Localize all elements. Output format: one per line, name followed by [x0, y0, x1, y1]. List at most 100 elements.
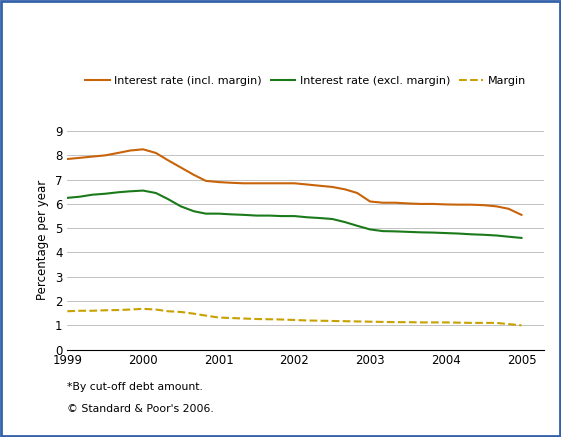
Line: Interest rate (excl. margin): Interest rate (excl. margin) [67, 191, 522, 238]
Legend: Interest rate (incl. margin), Interest rate (excl. margin), Margin: Interest rate (incl. margin), Interest r… [81, 71, 531, 90]
Interest rate (excl. margin) [153, 191, 159, 196]
Interest rate (incl. margin) [505, 206, 512, 212]
Interest rate (incl. margin) [417, 201, 424, 207]
Margin [304, 318, 311, 323]
Interest rate (excl. margin) [140, 188, 146, 193]
Text: © Standard & Poor's 2006.: © Standard & Poor's 2006. [67, 404, 214, 414]
Margin [102, 308, 108, 313]
Interest rate (incl. margin) [153, 150, 159, 156]
Interest rate (excl. margin) [456, 231, 462, 236]
Interest rate (incl. margin) [443, 202, 449, 207]
Margin [140, 306, 146, 312]
Interest rate (incl. margin) [404, 201, 411, 206]
Interest rate (excl. margin) [380, 229, 387, 234]
Interest rate (incl. margin) [278, 180, 285, 186]
Interest rate (incl. margin) [329, 184, 335, 190]
Interest rate (incl. margin) [203, 178, 209, 184]
Margin [342, 319, 348, 324]
Interest rate (excl. margin) [228, 212, 235, 217]
Interest rate (incl. margin) [380, 200, 387, 205]
Interest rate (incl. margin) [114, 150, 121, 156]
Interest rate (excl. margin) [304, 215, 311, 220]
Interest rate (incl. margin) [140, 147, 146, 152]
Margin [316, 318, 323, 323]
Interest rate (incl. margin) [64, 156, 71, 162]
Margin [278, 317, 285, 322]
Interest rate (excl. margin) [316, 215, 323, 221]
Margin [77, 308, 84, 313]
Margin [505, 322, 512, 327]
Interest rate (excl. margin) [342, 219, 348, 225]
Interest rate (excl. margin) [102, 191, 108, 196]
Interest rate (excl. margin) [430, 230, 436, 235]
Interest rate (excl. margin) [190, 208, 197, 214]
Interest rate (excl. margin) [177, 204, 184, 209]
Interest rate (incl. margin) [190, 172, 197, 177]
Interest rate (incl. margin) [240, 180, 247, 186]
Margin [329, 318, 335, 323]
Margin [417, 320, 424, 325]
Interest rate (incl. margin) [304, 182, 311, 187]
Interest rate (incl. margin) [456, 202, 462, 207]
Interest rate (incl. margin) [430, 201, 436, 207]
Interest rate (incl. margin) [102, 153, 108, 158]
Interest rate (excl. margin) [443, 230, 449, 236]
Margin [404, 319, 411, 325]
Text: Margin*: Margin* [8, 49, 66, 62]
Interest rate (excl. margin) [505, 234, 512, 239]
Interest rate (excl. margin) [64, 195, 71, 201]
Interest rate (incl. margin) [89, 154, 96, 159]
Margin [177, 309, 184, 315]
Interest rate (excl. margin) [215, 211, 222, 216]
Text: *By cut-off debt amount.: *By cut-off debt amount. [67, 382, 203, 392]
Interest rate (excl. margin) [278, 213, 285, 218]
Interest rate (excl. margin) [203, 211, 209, 216]
Margin [380, 319, 387, 325]
Margin [228, 316, 235, 321]
Interest rate (excl. margin) [77, 194, 84, 199]
Interest rate (excl. margin) [467, 232, 474, 237]
Margin [203, 313, 209, 318]
Y-axis label: Percentage per year: Percentage per year [36, 180, 49, 301]
Margin [153, 307, 159, 312]
Interest rate (excl. margin) [392, 229, 398, 234]
Interest rate (incl. margin) [392, 200, 398, 205]
Margin [89, 308, 96, 313]
Interest rate (excl. margin) [240, 212, 247, 218]
Interest rate (excl. margin) [291, 213, 298, 218]
Margin [443, 320, 449, 325]
Margin [253, 316, 260, 322]
Interest rate (incl. margin) [342, 187, 348, 192]
Interest rate (excl. margin) [480, 232, 487, 237]
Margin [266, 317, 273, 322]
Margin [190, 311, 197, 316]
Interest rate (incl. margin) [354, 191, 361, 196]
Margin [392, 319, 398, 325]
Margin [480, 320, 487, 326]
Interest rate (excl. margin) [164, 197, 171, 202]
Margin [467, 320, 474, 326]
Interest rate (incl. margin) [493, 204, 500, 209]
Margin [456, 320, 462, 325]
Interest rate (excl. margin) [329, 216, 335, 222]
Interest rate (incl. margin) [228, 180, 235, 185]
Interest rate (excl. margin) [493, 233, 500, 238]
Interest rate (excl. margin) [253, 213, 260, 218]
Interest rate (excl. margin) [354, 223, 361, 229]
Line: Interest rate (incl. margin): Interest rate (incl. margin) [67, 149, 522, 215]
Interest rate (incl. margin) [127, 148, 134, 153]
Interest rate (incl. margin) [253, 180, 260, 186]
Interest rate (incl. margin) [518, 212, 525, 218]
Interest rate (excl. margin) [266, 213, 273, 218]
Interest rate (excl. margin) [417, 230, 424, 235]
Margin [291, 317, 298, 323]
Interest rate (excl. margin) [127, 189, 134, 194]
Margin [430, 320, 436, 325]
Interest rate (incl. margin) [77, 155, 84, 160]
Margin [367, 319, 374, 324]
Interest rate (incl. margin) [467, 202, 474, 207]
Line: Margin: Margin [67, 309, 522, 325]
Margin [354, 319, 361, 324]
Margin [240, 316, 247, 321]
Margin [127, 307, 134, 312]
